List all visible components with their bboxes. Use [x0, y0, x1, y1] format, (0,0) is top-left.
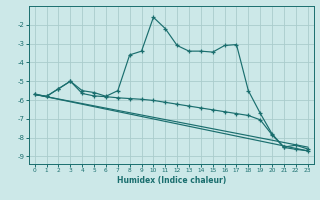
X-axis label: Humidex (Indice chaleur): Humidex (Indice chaleur) [116, 176, 226, 185]
